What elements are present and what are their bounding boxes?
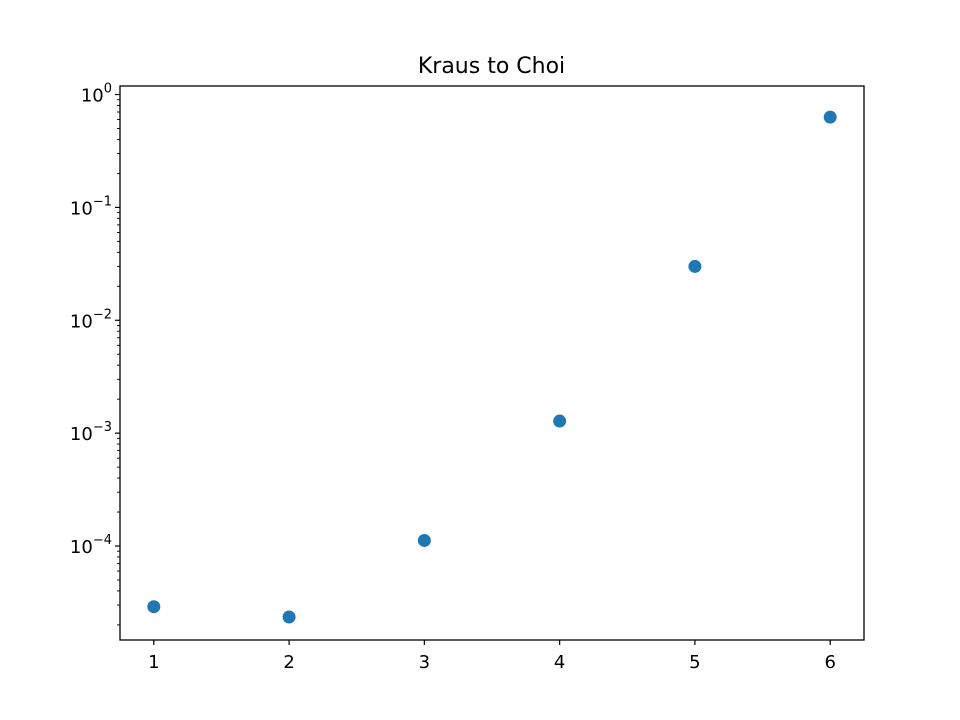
data-point	[147, 600, 161, 614]
y-tick-base: 10	[81, 86, 104, 107]
y-tick-label: 100	[81, 82, 112, 107]
chart-title: Kraus to Choi	[418, 54, 565, 79]
x-tick-label: 6	[824, 652, 835, 673]
x-tick-label: 5	[689, 652, 700, 673]
y-tick-exponent: −2	[93, 307, 112, 322]
y-tick-label: 10−3	[70, 420, 112, 445]
data-point	[688, 259, 702, 273]
data-point	[282, 610, 296, 624]
x-tick-label: 1	[148, 652, 159, 673]
data-point	[553, 414, 567, 428]
y-tick-exponent: 0	[104, 82, 112, 97]
x-tick-label: 2	[283, 652, 294, 673]
data-point	[823, 110, 837, 124]
y-tick-label: 10−4	[70, 533, 112, 558]
y-tick-label: 10−1	[70, 194, 112, 219]
x-tick-label: 4	[554, 652, 565, 673]
y-tick-exponent: −1	[93, 194, 112, 209]
y-tick-base: 10	[70, 311, 93, 332]
x-tick-label: 3	[419, 652, 430, 673]
y-tick-label: 10−2	[70, 307, 112, 332]
y-tick-base: 10	[70, 537, 93, 558]
y-tick-base: 10	[70, 198, 93, 219]
y-tick-exponent: −3	[93, 420, 112, 435]
y-tick-base: 10	[70, 424, 93, 445]
y-tick-exponent: −4	[93, 533, 112, 548]
data-point	[417, 533, 431, 547]
axes-frame	[119, 85, 865, 641]
